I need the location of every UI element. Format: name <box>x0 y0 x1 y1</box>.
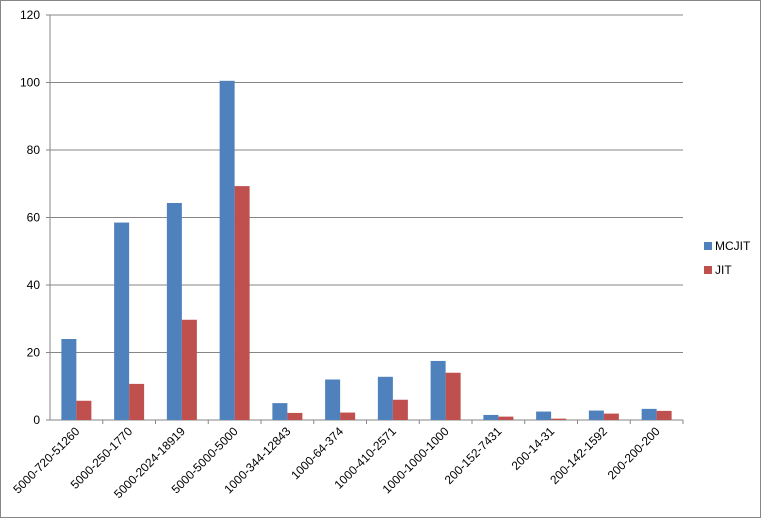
bar <box>536 411 552 420</box>
bar <box>181 319 197 420</box>
bar <box>272 403 288 420</box>
bar <box>219 80 235 420</box>
y-tick-label: 120 <box>20 8 40 22</box>
bar <box>445 372 461 420</box>
bar <box>498 416 514 420</box>
bar <box>76 400 92 420</box>
bar <box>325 379 341 420</box>
bar <box>483 414 499 420</box>
bar <box>166 202 182 420</box>
bar <box>641 408 657 420</box>
y-tick-label: 0 <box>33 413 40 427</box>
bar <box>656 410 672 420</box>
legend-label: JIT <box>715 263 732 277</box>
bar <box>588 410 604 420</box>
bar <box>287 412 303 420</box>
y-tick-label: 20 <box>27 346 41 360</box>
bar <box>340 412 356 420</box>
y-tick-label: 60 <box>27 211 41 225</box>
bar <box>392 399 408 420</box>
y-tick-label: 80 <box>27 143 41 157</box>
legend-label: MCJIT <box>715 239 751 253</box>
bar <box>61 339 77 420</box>
bar <box>114 222 130 420</box>
bar <box>129 383 145 420</box>
legend-swatch <box>704 242 712 250</box>
bar <box>377 376 393 420</box>
bar <box>603 413 619 420</box>
bar <box>234 186 250 420</box>
y-tick-label: 100 <box>20 76 40 90</box>
bar <box>551 418 567 420</box>
legend-swatch <box>704 266 712 274</box>
bar <box>430 360 446 420</box>
y-tick-label: 40 <box>27 278 41 292</box>
